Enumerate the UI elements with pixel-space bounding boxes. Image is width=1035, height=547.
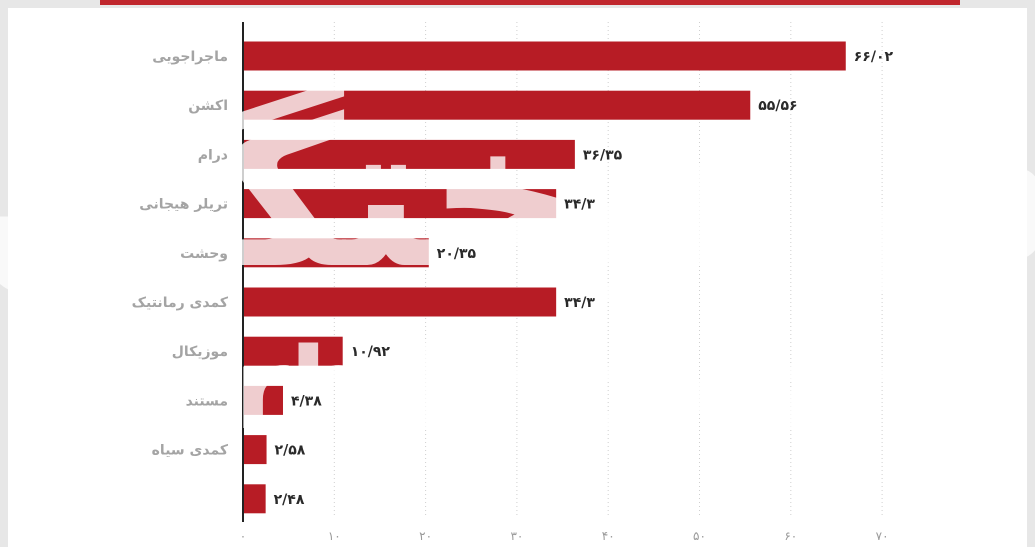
category-label: موزیکال	[172, 344, 228, 360]
category-label: ماجراجویی	[152, 49, 228, 65]
watermark-main: فرهیختگان	[0, 76, 1035, 315]
ticks-layer: ۰ ۱۰ ۲۰ ۳۰ ۴۰ ۵۰ ۶۰ ۷۰	[240, 529, 889, 543]
category-label: کمدی سیاه	[152, 443, 229, 459]
watermark-latin: farhikhtegan	[110, 325, 927, 455]
x-tick-label: ۴۰	[602, 529, 615, 543]
labels-layer: ۶۶/۰۲ ماجراجویی ۵۵/۵۶ اکشن ۳۶/۳۵ درام ۳۴/۳ تریل…	[132, 49, 894, 508]
category-label: تریلر هیجانی	[139, 197, 228, 213]
data-label: ۳۴/۳	[564, 295, 595, 311]
data-label: ۳۶/۳۵	[583, 147, 623, 163]
title-strip	[100, 0, 960, 5]
x-tick-label: ۷۰	[876, 529, 889, 543]
bar	[244, 435, 267, 465]
bar	[244, 336, 343, 366]
bar	[244, 287, 557, 317]
x-tick-label: ۳۰	[510, 529, 523, 543]
bar	[244, 41, 846, 71]
x-tick-label: ۶۰	[784, 529, 797, 543]
bar	[244, 238, 429, 268]
x-tick-label: ۲۰	[419, 529, 432, 543]
grid-layer	[242, 22, 883, 522]
data-label: ۴/۳۸	[291, 393, 322, 409]
bar	[244, 484, 266, 514]
category-label: کمدی رمانتیک	[132, 295, 229, 311]
bar	[244, 189, 557, 219]
data-label: ۲/۴۸	[274, 492, 305, 508]
bar	[244, 139, 575, 169]
bar	[244, 385, 283, 415]
data-label: ۱۰/۹۲	[351, 344, 391, 360]
data-label: ۵۵/۵۶	[758, 98, 797, 114]
data-label: ۲۰/۳۵	[437, 246, 477, 262]
bar	[244, 90, 751, 120]
category-label: درام	[198, 147, 228, 163]
data-label: ۲/۵۸	[275, 443, 306, 459]
category-label: وحشت	[180, 246, 228, 262]
data-label: ۳۴/۳	[564, 197, 595, 213]
bars-layer	[244, 41, 846, 514]
x-tick-label: ۵۰	[693, 529, 706, 543]
x-tick-label: ۰	[240, 529, 246, 543]
x-tick-label: ۱۰	[328, 529, 341, 543]
data-label: ۶۶/۰۲	[854, 49, 894, 65]
watermark: فرهیختگان farhikhtegan	[0, 76, 1035, 455]
category-label: مستند	[186, 393, 228, 409]
category-label: اکشن	[188, 98, 228, 114]
